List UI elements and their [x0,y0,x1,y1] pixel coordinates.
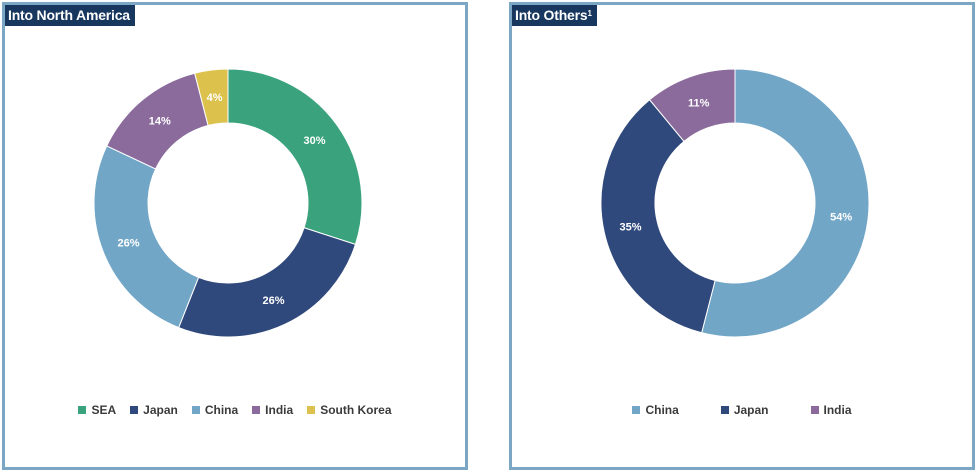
donut-slice-china [93,145,200,329]
donut-chart-north-america: 30% 26% 26% 14% 4% [93,68,363,338]
legend-item-japan: Japan [720,403,769,417]
legend-item-sea: SEA [78,403,116,417]
donut-slice-japan [600,99,716,334]
legend-item-south-korea: South Korea [307,403,392,417]
chart-panel-north-america: Into North America 30% 26% 26% 14% 4% SEA Jap… [2,2,468,470]
chart-legend: SEA Japan China India South Korea [5,403,465,417]
legend-label: South Korea [320,403,392,417]
data-label-japan: 35% [620,221,642,233]
legend-label: Japan [733,403,769,417]
legend-swatch [810,406,819,414]
legend-swatch [191,406,200,414]
legend-swatch [252,406,261,414]
legend-label: India [265,403,294,417]
legend-item-japan: Japan [130,403,178,417]
data-label-india: 14% [149,116,171,128]
data-label-japan: 26% [263,295,285,307]
donut-slice-sea [227,68,363,246]
legend-item-india: India [252,403,293,417]
legend-item-india: India [810,403,852,417]
donut-slice-china [701,68,870,338]
chart-legend: China Japan India [512,403,972,417]
data-label-china: 54% [830,211,852,223]
donut-slice-south-korea [194,68,229,127]
data-label-sea: 30% [304,135,326,147]
data-label-china: 26% [117,237,139,249]
data-label-south-korea: 4% [207,92,223,104]
chart-title: Into North America [5,5,135,26]
legend-swatch [78,406,87,414]
legend-label: India [823,403,852,417]
chart-title: Into Others1 [512,5,597,26]
legend-label: China [204,403,239,417]
donut-chart-others: 54% 35% 11% [600,68,870,338]
data-label-india: 11% [688,97,710,109]
legend-swatch [632,406,641,414]
legend-label: SEA [91,403,117,417]
legend-swatch [720,406,729,414]
legend-item-china: China [191,403,239,417]
donut-slice-india [648,68,736,143]
legend-label: China [645,403,679,417]
legend-swatch [307,406,316,414]
legend-item-china: China [632,403,679,417]
donut-slice-japan [178,227,357,338]
legend-label: Japan [143,403,178,417]
chart-panel-others: Into Others1 54% 35% 11% China Japan India [509,2,975,470]
legend-swatch [130,406,139,414]
